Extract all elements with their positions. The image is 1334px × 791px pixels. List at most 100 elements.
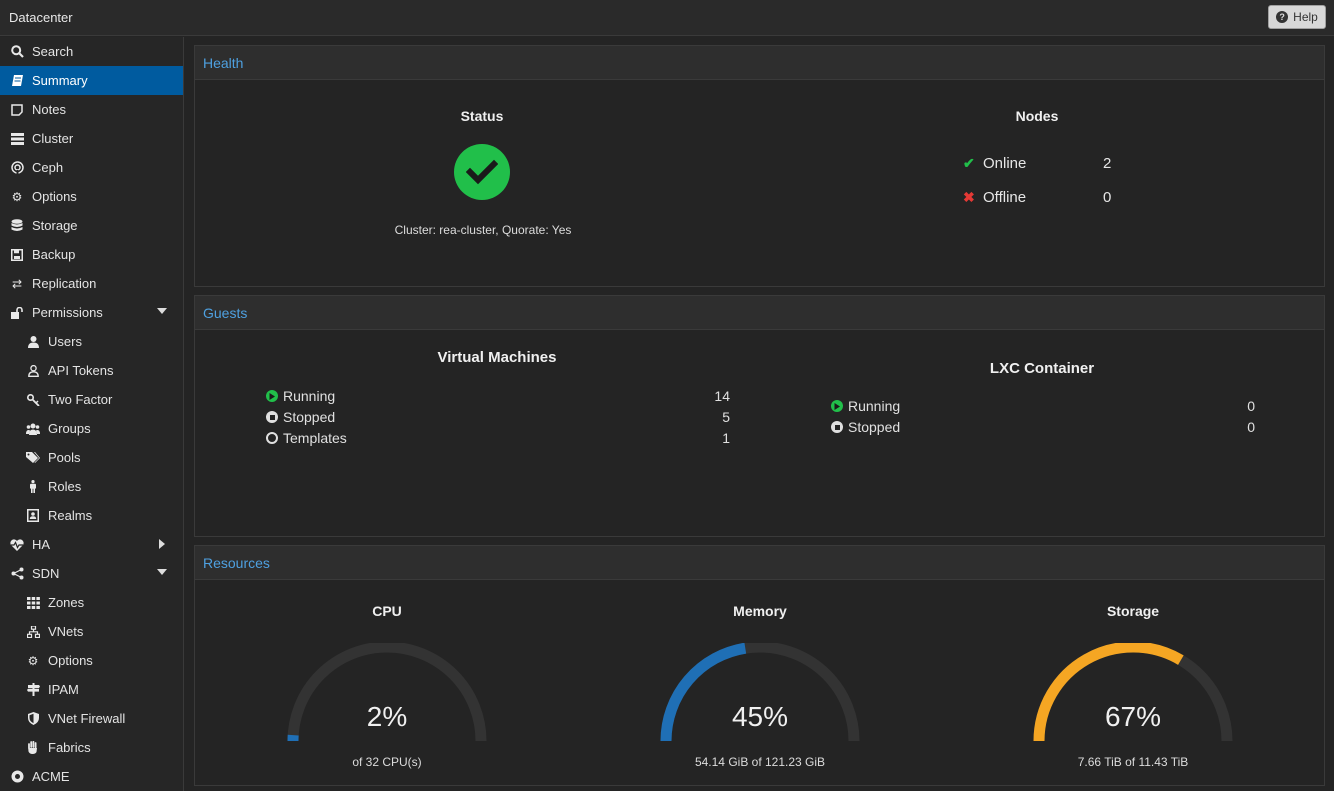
guests-header: Guests (195, 296, 1324, 330)
sidebar-item-label: Realms (48, 508, 93, 523)
sidebar-item-label: HA (32, 537, 51, 552)
user-icon (26, 335, 40, 349)
server-icon (10, 132, 24, 146)
sidebar-item-users[interactable]: Users (0, 327, 183, 356)
stop-circle-icon (831, 421, 843, 433)
top-bar: Datacenter ? Help (0, 0, 1334, 36)
sidebar-item-storage[interactable]: Storage (0, 211, 183, 240)
database-icon (10, 219, 24, 233)
vm-templates-count: 1 (722, 430, 730, 446)
vm-running-label: Running (283, 388, 336, 404)
vm-stopped-row: Stopped (266, 409, 335, 425)
play-circle-icon (831, 400, 843, 412)
lxc-running-row: Running (831, 398, 900, 414)
cluster-quorum-text: Cluster: rea-cluster, Quorate: Yes (394, 223, 572, 237)
sidebar-item-label: Backup (32, 247, 76, 262)
storage-gauge (1033, 643, 1233, 742)
vm-running-count: 14 (714, 388, 730, 404)
memory-title: Memory (733, 603, 787, 619)
sidebar-item-label: Summary (32, 73, 88, 88)
shield-icon (26, 712, 40, 726)
sidebar-item-label: Cluster (32, 131, 74, 146)
lxc-title: LXC Container (989, 360, 1095, 377)
guests-panel: Guests Virtual Machines Running 14 Stopp… (194, 295, 1325, 537)
sidebar-item-label: Ceph (32, 160, 64, 175)
cpu-gauge (287, 643, 487, 742)
sidebar-item-zones[interactable]: Zones (0, 588, 183, 617)
nodes-online-row: ✔ Online (963, 155, 1026, 172)
lxc-running-label: Running (848, 398, 901, 414)
sidebar-item-groups[interactable]: Groups (0, 414, 183, 443)
sidebar-item-realms[interactable]: Realms (0, 501, 183, 530)
heartbeat-icon (10, 538, 24, 552)
sidebar-item-label: Options (48, 653, 93, 668)
key-icon (26, 393, 40, 407)
datacenter-title: Datacenter (9, 10, 73, 25)
sidebar-item-permissions[interactable]: Permissions (0, 298, 183, 327)
sidebar-item-pools[interactable]: Pools (0, 443, 183, 472)
search-icon (10, 45, 24, 59)
sidebar-item-fabrics[interactable]: Fabrics (0, 733, 183, 762)
chevron-down-icon[interactable] (157, 308, 167, 314)
sidebar-item-label: Search (32, 44, 74, 59)
sidebar-item-options[interactable]: ⚙ Options (0, 182, 183, 211)
cpu-gauge-track (287, 643, 487, 742)
sidebar-item-vnets[interactable]: VNets (0, 617, 183, 646)
sidebar-item-ceph[interactable]: Ceph (0, 153, 183, 182)
vm-title: Virtual Machines (437, 349, 557, 366)
sidebar-item-api-tokens[interactable]: API Tokens (0, 356, 183, 385)
play-circle-icon (266, 390, 278, 402)
close-icon: ✖ (963, 189, 975, 205)
sidebar-item-label: Groups (48, 421, 91, 436)
storage-subtext: 7.66 TiB of 11.43 TiB (1077, 755, 1189, 769)
vm-templates-row: Templates (266, 430, 347, 446)
sidebar-item-search[interactable]: Search (0, 37, 183, 66)
memory-percent: 45% (731, 701, 789, 732)
online-count: 2 (1103, 155, 1112, 172)
sidebar-item-label: Users (48, 334, 82, 349)
storage-percent: 67% (1104, 701, 1162, 732)
sidebar-item-label: Pools (48, 450, 81, 465)
sidebar-item-acme[interactable]: ACME (0, 762, 183, 791)
sidebar-item-label: IPAM (48, 682, 79, 697)
sidebar-item-label: Fabrics (48, 740, 91, 755)
storage-title: Storage (1106, 603, 1160, 619)
sidebar-item-ipam[interactable]: IPAM (0, 675, 183, 704)
sidebar-item-label: ACME (32, 769, 70, 784)
help-button[interactable]: ? Help (1268, 5, 1326, 29)
sidebar-item-sdn-options[interactable]: ⚙ Options (0, 646, 183, 675)
share-nodes-icon (10, 567, 24, 581)
sidebar-item-label: VNets (48, 624, 84, 639)
sidebar-item-vnet-firewall[interactable]: VNet Firewall (0, 704, 183, 733)
sidebar-item-replication[interactable]: ⇄ Replication (0, 269, 183, 298)
unlock-icon (10, 306, 24, 320)
sidebar-item-sdn[interactable]: SDN (0, 559, 183, 588)
tags-icon (26, 451, 40, 465)
sidebar-item-notes[interactable]: Notes (0, 95, 183, 124)
network-icon (26, 625, 40, 639)
floppy-icon (10, 248, 24, 262)
sidebar-item-roles[interactable]: Roles (0, 472, 183, 501)
offline-label: Offline (983, 189, 1027, 206)
memory-gauge-fill (660, 643, 747, 742)
storage-gauge-fill (1033, 643, 1184, 742)
sidebar-item-backup[interactable]: Backup (0, 240, 183, 269)
address-book-icon (26, 509, 40, 523)
sidebar-item-label: Zones (48, 595, 85, 610)
health-panel: Health Status Cluster: rea-cluster, Quor… (194, 45, 1325, 287)
sidebar-item-label: Storage (32, 218, 78, 233)
sidebar-item-summary[interactable]: Summary (0, 66, 183, 95)
chevron-down-icon[interactable] (157, 569, 167, 575)
sidebar-item-label: Two Factor (48, 392, 113, 407)
gear-icon: ⚙ (27, 653, 39, 668)
cpu-percent: 2% (366, 701, 408, 732)
sidebar-item-two-factor[interactable]: Two Factor (0, 385, 183, 414)
chevron-right-icon[interactable] (159, 539, 165, 549)
note-icon (10, 103, 24, 117)
vm-stopped-label: Stopped (283, 409, 336, 425)
resources-panel: Resources CPU 2% of 32 CPU(s) Memory 45%… (194, 545, 1325, 786)
sidebar-item-ha[interactable]: HA (0, 530, 183, 559)
sidebar-item-cluster[interactable]: Cluster (0, 124, 183, 153)
sidebar-item-label: Options (32, 189, 77, 204)
check-circle-icon (454, 144, 510, 200)
